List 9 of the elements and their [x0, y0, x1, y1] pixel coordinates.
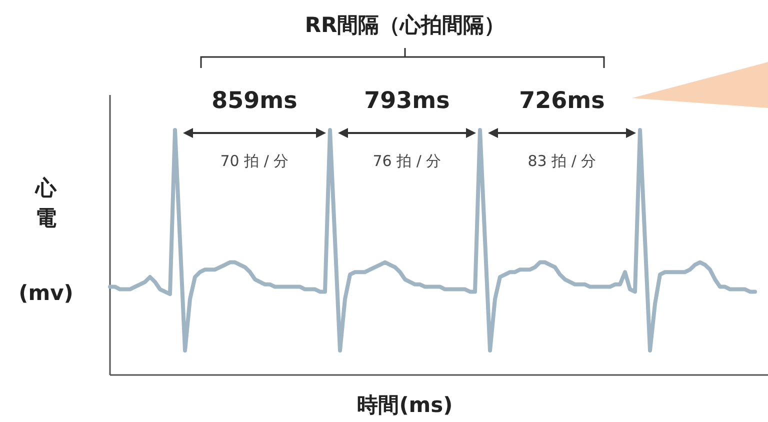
- text: 859ms: [212, 88, 298, 114]
- text: 心電(mv): [18, 176, 74, 305]
- text: 726ms: [519, 88, 605, 114]
- annotation: 76 拍 / 分: [372, 152, 442, 170]
- chart-title: RR間隔（心拍間隔）: [304, 13, 506, 37]
- annotation: 83 拍 / 分: [528, 152, 596, 170]
- annotation: 70 拍 / 分: [220, 152, 289, 170]
- text: 793ms: [364, 88, 450, 114]
- x-axis-title: 時間(ms): [357, 393, 453, 417]
